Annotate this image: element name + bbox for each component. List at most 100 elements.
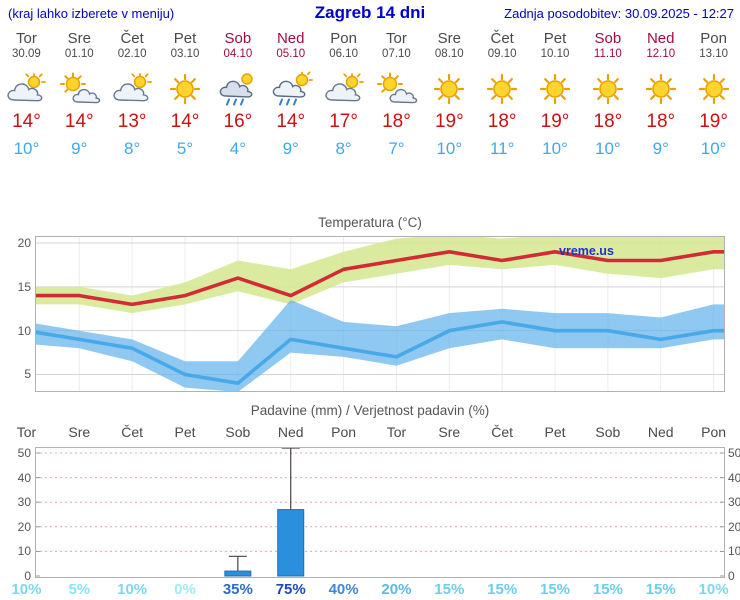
rain-icon — [211, 71, 264, 109]
forecast-day-column[interactable]: Pet 10.10 19° 10° — [529, 28, 582, 172]
day-date: 13.10 — [699, 48, 728, 60]
sunny-icon — [423, 71, 476, 109]
sunny-icon — [581, 71, 634, 109]
day-name: Čet — [490, 30, 514, 47]
forecast-day-column[interactable]: Sob 11.10 18° 10° — [581, 28, 634, 172]
precip-day-label: Sre — [68, 424, 91, 440]
y-axis-label: 30 — [728, 495, 740, 510]
low-temp: 10° — [595, 139, 621, 158]
precip-day-label: Ned — [277, 424, 304, 440]
forecast-day-column[interactable]: Ned 12.10 18° 9° — [634, 28, 687, 172]
y-axis-label: 20 — [17, 236, 31, 250]
cloud-sun-icon — [317, 71, 370, 109]
forecast-day-column[interactable]: Pon 06.10 17° 8° — [317, 28, 370, 172]
day-name: Ned — [276, 30, 305, 47]
forecast-day-column[interactable]: Čet 09.10 18° 11° — [476, 28, 529, 172]
day-date: 08.10 — [434, 48, 464, 60]
day-date: 10.10 — [540, 48, 570, 60]
day-name: Pet — [173, 30, 197, 47]
precip-day-label: Tor — [386, 424, 407, 440]
high-temp: 13° — [117, 111, 147, 132]
day-name: Pet — [543, 30, 567, 47]
day-date: 04.10 — [223, 48, 253, 60]
y-axis-label: 15 — [17, 279, 31, 294]
page-title: Zagreb 14 dni — [314, 3, 426, 22]
precip-day-label: Pon — [331, 424, 357, 440]
sunny-icon — [159, 71, 212, 109]
forecast-day-column[interactable]: Pet 03.10 14° 5° — [159, 28, 212, 172]
precip-probability: 5% — [68, 581, 91, 598]
low-temp: 5° — [176, 139, 194, 158]
low-temp: 4° — [229, 139, 246, 158]
low-temp: 10° — [436, 139, 463, 158]
precip-probability: 35% — [222, 581, 253, 598]
forecast-day-column[interactable]: Sre 01.10 14° 9° — [53, 28, 106, 172]
low-temp: 10° — [13, 139, 40, 158]
sun-rain-icon — [264, 71, 317, 109]
forecast-day-column[interactable]: Ned 05.10 14° 9° — [264, 28, 317, 172]
high-temp: 16° — [223, 111, 253, 132]
precip-probability: 10% — [11, 581, 42, 598]
high-temp: 18° — [593, 111, 623, 132]
y-axis-label: 10 — [17, 544, 31, 559]
forecast-day-column[interactable]: Pon 13.10 19° 10° — [687, 28, 740, 172]
low-temp: 8° — [124, 139, 141, 158]
y-axis-label: 50 — [728, 446, 740, 460]
precip-day-label: Tor — [16, 424, 37, 440]
precip-day-label: Čet — [121, 424, 144, 440]
sunny-icon — [687, 71, 740, 109]
high-temp: 18° — [646, 111, 676, 132]
forecast-day-column[interactable]: Tor 30.09 14° 10° — [0, 28, 53, 172]
day-date: 12.10 — [646, 48, 676, 60]
day-name: Čet — [120, 30, 144, 47]
day-name: Pon — [700, 30, 727, 47]
day-date: 05.10 — [276, 48, 306, 60]
precip-probability: 15% — [540, 581, 571, 598]
last-updated: Zadnja posodobitev: 30.09.2025 - 12:27 — [504, 6, 734, 21]
low-temp: 11° — [489, 139, 515, 158]
forecast-day-column[interactable]: Čet 02.10 13° 8° — [106, 28, 159, 172]
temp-chart-title: Temperatura (°C) — [318, 215, 422, 230]
day-name: Sre — [67, 30, 91, 47]
y-axis-label: 10 — [17, 323, 31, 338]
forecast-day-column[interactable]: Tor 07.10 18° 7° — [370, 28, 423, 172]
sunny-icon — [529, 71, 582, 109]
forecast-day-column[interactable]: Sre 08.10 19° 10° — [423, 28, 476, 172]
day-date: 01.10 — [64, 48, 94, 60]
cloud-sun-icon — [0, 71, 53, 109]
precip-day-label: Sob — [595, 424, 621, 440]
y-axis-label: 10 — [728, 544, 740, 559]
y-axis-label: 40 — [728, 470, 740, 485]
y-axis-label: 30 — [17, 495, 31, 510]
sunny-icon — [476, 71, 529, 109]
day-name: Ned — [646, 30, 675, 47]
precip-probability: 40% — [328, 581, 359, 598]
y-axis-label: 20 — [17, 519, 31, 534]
high-temp: 18° — [487, 111, 517, 132]
high-temp: 19° — [699, 111, 728, 132]
day-name: Tor — [16, 30, 37, 47]
day-date: 11.10 — [593, 48, 622, 60]
precip-probability: 10% — [117, 581, 148, 598]
high-temp: 14° — [64, 111, 94, 132]
day-date: 09.10 — [487, 48, 517, 60]
temperature-chart-canvas — [24, 225, 727, 392]
precip-probability: 0% — [174, 581, 196, 598]
day-date: 30.09 — [12, 48, 41, 60]
precip-day-label: Čet — [491, 424, 514, 440]
y-axis-label: 50 — [17, 446, 31, 460]
high-temp: 17° — [329, 111, 358, 132]
y-axis-label: 40 — [17, 470, 31, 485]
precip-day-label: Sre — [438, 424, 461, 440]
day-name: Sob — [594, 30, 622, 47]
precip-probability: 15% — [487, 581, 518, 598]
y-axis-label: 0 — [728, 569, 735, 583]
precip-probability: 15% — [434, 581, 465, 598]
high-temp: 18° — [382, 111, 411, 132]
forecast-day-column[interactable]: Sob 04.10 16° 4° — [211, 28, 264, 172]
high-temp: 14° — [170, 111, 200, 132]
precip-probability: 20% — [381, 581, 412, 598]
precip-day-labels: Tor Sre Čet Pet Sob Ned Pon Tor Sre Čet … — [0, 424, 740, 440]
day-name: Tor — [386, 30, 407, 47]
precip-day-label: Pon — [701, 424, 727, 440]
